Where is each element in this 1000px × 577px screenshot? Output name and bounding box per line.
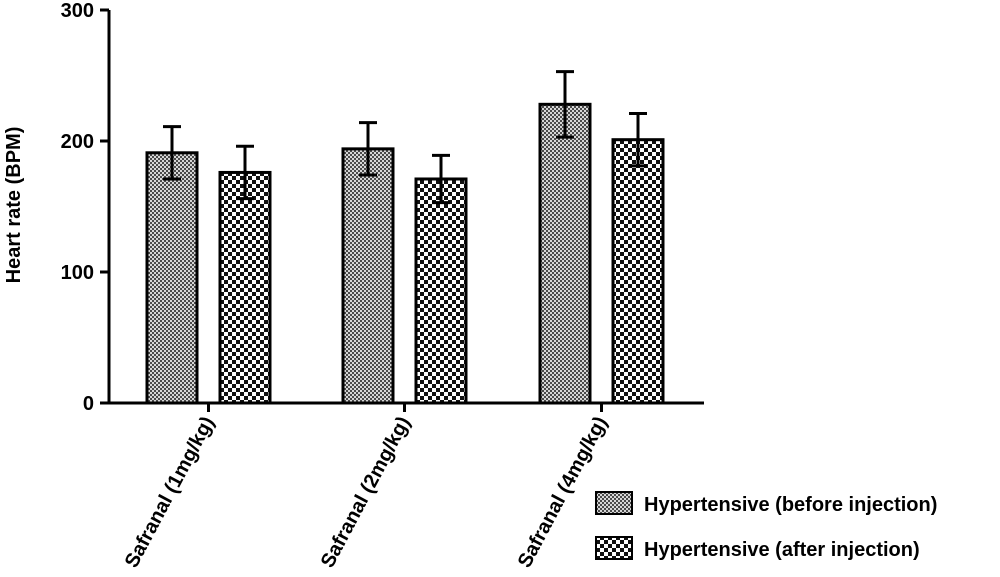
legend: Hypertensive (before injection) Hypertens… — [595, 491, 937, 561]
bar-after-2 — [414, 177, 468, 405]
y-axis-label: Heart rate (BPM) — [3, 127, 25, 284]
category-label: Safranal (1mg/kg) — [121, 413, 219, 572]
bar-after-1 — [218, 170, 272, 405]
bar-before-3 — [538, 102, 592, 405]
error-bar — [163, 125, 181, 181]
y-tick-label: 100 — [61, 262, 94, 284]
category-label: Safranal (2mg/kg) — [317, 413, 415, 572]
legend-swatch — [595, 491, 633, 515]
bar-after-3 — [611, 138, 665, 405]
error-bar — [556, 70, 574, 139]
legend-swatch — [595, 536, 633, 560]
y-tick-label: 300 — [61, 0, 94, 22]
legend-label: Hypertensive (after injection) — [644, 539, 920, 561]
error-bar — [629, 111, 647, 168]
y-axis-ticks: 0 100 200 300 — [61, 0, 109, 415]
y-tick-label: 200 — [61, 131, 94, 153]
legend-label: Hypertensive (before injection) — [644, 494, 937, 516]
legend-item-after: Hypertensive (after injection) — [595, 536, 920, 561]
error-bar — [432, 153, 450, 205]
y-tick-label: 0 — [83, 393, 94, 415]
error-bar — [359, 121, 377, 177]
error-bar — [236, 144, 254, 201]
error-bars — [163, 70, 647, 205]
bars — [145, 102, 665, 405]
bar-before-2 — [341, 147, 395, 405]
legend-item-before: Hypertensive (before injection) — [595, 491, 937, 516]
x-axis-ticks: Safranal (1mg/kg) Safranal (2mg/kg) Safran… — [121, 403, 612, 572]
bar-before-1 — [145, 151, 199, 405]
